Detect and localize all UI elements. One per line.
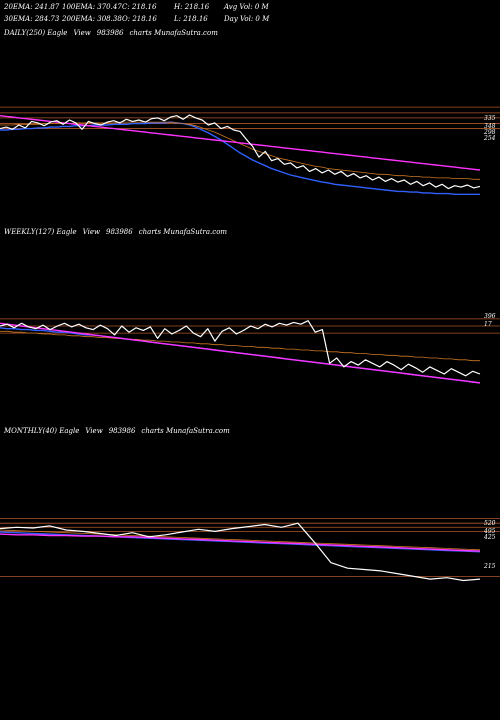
- ema-short-line: [0, 121, 480, 196]
- high-label: H: 218.16: [174, 3, 210, 11]
- low-label: L: 218.16: [174, 15, 208, 23]
- header-row-1: 20EMA: 241.87 100EMA: 370.47 C: 218.16 H…: [4, 3, 269, 51]
- y-tick-label: 425: [483, 534, 496, 541]
- weekly-title-code: 983986: [105, 228, 133, 236]
- ema200-label: 200EMA: 308.38: [62, 15, 122, 23]
- y-tick-label: 495: [483, 528, 496, 535]
- y-tick-label: 396: [484, 313, 496, 320]
- y-tick-label: 335: [484, 115, 496, 122]
- ema-mid-line: [0, 330, 480, 362]
- ema30-label: 30EMA: 284.73: [4, 15, 60, 23]
- monthly-title-view: View: [85, 427, 103, 435]
- weekly-title-site: charts MunafaSutra.com: [138, 228, 228, 236]
- y-tick-label: 254: [483, 135, 496, 142]
- monthly-title-period: MONTHLY(40) Eagle: [4, 427, 80, 435]
- price-line: [0, 320, 481, 377]
- daily-title-code: 983986: [96, 29, 124, 37]
- weekly-panel-title: WEEKLY(127) Eagle View 983986 charts Munafa…: [4, 228, 233, 236]
- weekly-title-period: WEEKLY(127) Eagle: [4, 228, 77, 236]
- open-label: O: 218.16: [122, 15, 157, 23]
- daily-title-site: charts MunafaSutra.com: [129, 29, 218, 37]
- daily-title-period: DAILY(250) Eagle: [4, 29, 68, 37]
- ema-mid-line: [0, 121, 480, 180]
- close-label: C: 218.16: [122, 3, 157, 11]
- ema-long-line: [0, 322, 481, 384]
- monthly-title-code: 983986: [108, 427, 136, 435]
- day-vol-label: Day Vol: 0 M: [224, 15, 270, 23]
- y-tick-label: 215: [483, 563, 496, 570]
- daily-panel-title: DAILY(250) Eagle View 983986 charts MunafaS…: [4, 29, 224, 37]
- ema20-label: 20EMA: 241.87: [4, 3, 60, 11]
- ema100-label: 100EMA: 370.47: [62, 3, 122, 11]
- y-tick-label: 17: [484, 321, 492, 328]
- avg-vol-label: Avg Vol: 0 M: [224, 3, 269, 11]
- ema-long-line: [0, 115, 481, 171]
- weekly-title-view: View: [82, 228, 100, 236]
- header-row-2: 30EMA: 284.73 200EMA: 308.38 O: 218.16 L…: [4, 15, 269, 63]
- daily-title-view: View: [73, 29, 91, 37]
- price-line: [0, 522, 481, 582]
- monthly-panel-title: MONTHLY(40) Eagle View 983986 charts Munafa…: [4, 427, 236, 435]
- y-tick-label: 348: [484, 123, 496, 130]
- ema-mid-line: [0, 529, 481, 551]
- monthly-title-site: charts MunafaSutra.com: [141, 427, 230, 435]
- ema-long-line: [0, 533, 481, 552]
- price-line: [0, 114, 481, 190]
- y-tick-label: 298: [483, 129, 496, 136]
- y-tick-label: 520: [484, 520, 496, 527]
